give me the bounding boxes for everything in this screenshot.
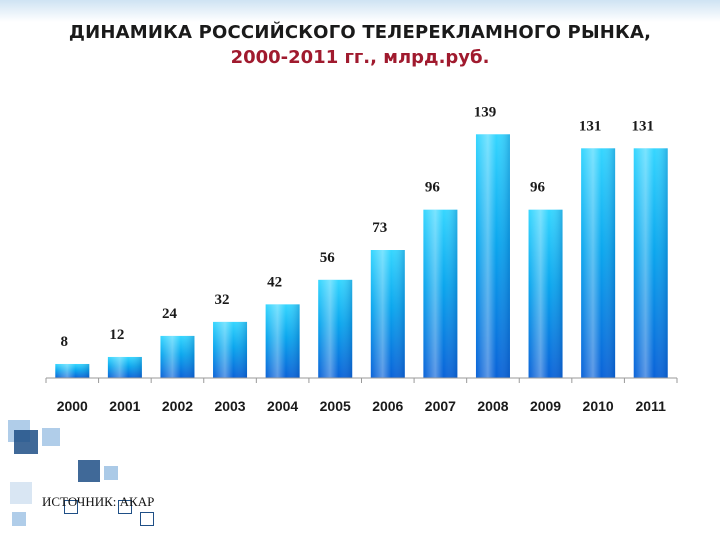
bar-shine-2005 (318, 279, 353, 378)
bar-shine-2011 (633, 148, 668, 378)
value-labels-group: 8 12 24 32 42 56 73 96 139 96 131 131 (61, 104, 654, 350)
data-label-2005: 56 (320, 250, 336, 266)
bar-shine-2006 (370, 250, 405, 378)
x-tick-label-2008: 2008 (477, 398, 508, 414)
data-label-2000: 8 (61, 334, 69, 350)
data-label-2009: 96 (530, 180, 546, 196)
data-label-2008: 139 (474, 104, 497, 120)
bar-shine-2009 (528, 209, 563, 378)
bar-shine-2007 (423, 209, 458, 378)
data-label-2002: 24 (162, 306, 178, 322)
deco-square (14, 430, 38, 454)
bar-shine-2004 (265, 304, 300, 378)
top-band (0, 0, 720, 22)
chart-title: ДИНАМИКА РОССИЙСКОГО ТЕЛЕРЕКЛАМНОГО РЫНК… (68, 22, 652, 43)
x-tick-label-2004: 2004 (267, 398, 298, 414)
x-tick-label-2001: 2001 (109, 398, 140, 414)
deco-square (10, 482, 32, 504)
deco-square (118, 500, 132, 514)
bar-shine-2003 (213, 321, 248, 378)
data-label-2006: 73 (372, 220, 387, 236)
bar-shine-2008 (475, 134, 510, 378)
data-label-2001: 12 (109, 327, 124, 343)
deco-square (12, 512, 26, 526)
data-label-2011: 131 (631, 118, 654, 134)
bars-group (55, 134, 668, 378)
chart-subtitle: 2000-2011 гг., млрд.руб. (230, 47, 490, 68)
data-label-2004: 42 (267, 274, 282, 290)
bar-shine-2010 (581, 148, 616, 378)
x-tick-label-2011: 2011 (636, 398, 667, 414)
x-tick-label-2005: 2005 (320, 398, 351, 414)
x-tick-label-2010: 2010 (583, 398, 614, 414)
deco-square (140, 512, 154, 526)
x-tick-label-2006: 2006 (372, 398, 403, 414)
bar-shine-2002 (160, 335, 195, 378)
x-tick-label-2003: 2003 (214, 398, 245, 414)
x-tick-label-2009: 2009 (530, 398, 561, 414)
data-label-2003: 32 (215, 292, 230, 308)
x-tick-label-2000: 2000 (57, 398, 88, 414)
bar-shine-2000 (55, 363, 90, 378)
data-label-2007: 96 (425, 180, 441, 196)
source-note: ИСТОЧНИК: АКАР (42, 494, 155, 509)
x-tick-label-2007: 2007 (425, 398, 456, 414)
x-axis-ticks-group (45, 378, 678, 383)
x-axis-labels-group: 2000 2001 2002 2003 2004 2005 2006 2007 2008 2009… (57, 398, 666, 414)
deco-square (104, 466, 118, 480)
x-tick-label-2002: 2002 (162, 398, 193, 414)
deco-square (42, 428, 60, 446)
data-label-2010: 131 (579, 118, 602, 134)
deco-square (78, 460, 100, 482)
bar-shine-2001 (107, 356, 142, 378)
deco-square (64, 500, 78, 514)
